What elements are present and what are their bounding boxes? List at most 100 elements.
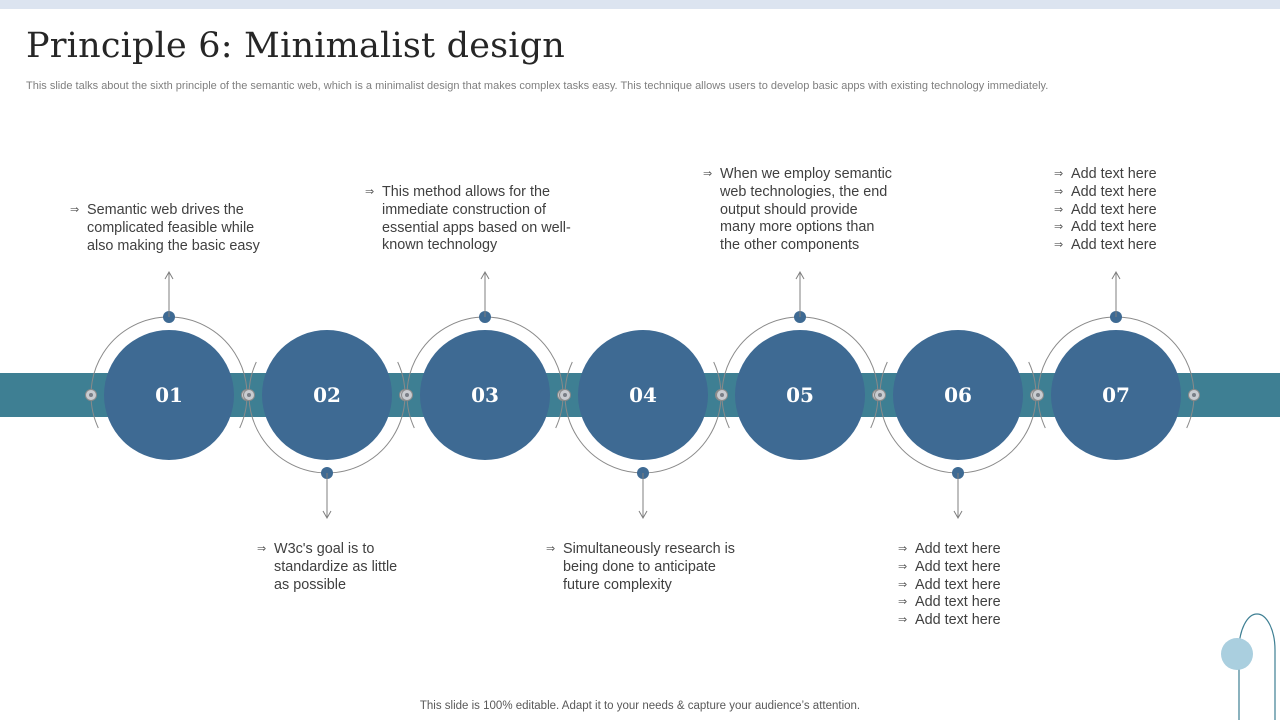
step-number: 05 xyxy=(786,383,814,407)
top-accent-strip xyxy=(0,0,1280,9)
note-text: Add text here xyxy=(1071,166,1157,182)
ring-dot-core xyxy=(878,393,882,397)
connector-arrowhead xyxy=(638,510,648,520)
note-bullet-item: ⇒ Add text here xyxy=(898,559,1001,577)
slide-subtitle: This slide talks about the sixth princip… xyxy=(26,80,1049,92)
ring-dot-core xyxy=(563,393,567,397)
ring-dot-core xyxy=(247,393,251,397)
corner-decoration xyxy=(1221,613,1276,720)
connector-arrowhead xyxy=(953,510,963,520)
note-line: complicated feasible while xyxy=(87,219,255,236)
step-06-note: ⇒ Add text here ⇒ Add text here ⇒ Add text he… xyxy=(898,541,1001,630)
note-bullet-item: ⇒ Add text here xyxy=(1054,166,1157,184)
connector-arrowhead xyxy=(795,270,805,280)
step-number: 01 xyxy=(155,383,183,407)
step-circle xyxy=(420,330,550,460)
note-text: Add text here xyxy=(915,541,1001,557)
step-number: 04 xyxy=(629,383,657,407)
step-circle xyxy=(104,330,234,460)
note-line: W3c's goal is to xyxy=(274,541,375,557)
note-bullet-item: ⇒ Add text here xyxy=(1054,219,1157,237)
note-paragraph: ⇒ When we employ semantic web technologies… xyxy=(703,166,892,255)
note-text: Add text here xyxy=(915,576,1001,593)
note-line: future complexity xyxy=(563,576,672,593)
step-06: 06 xyxy=(874,330,1042,520)
step-number: 07 xyxy=(1102,383,1130,407)
note-line: essential apps based on well- xyxy=(382,219,571,236)
connector-arrowhead xyxy=(322,510,332,520)
note-paragraph: ⇒ This method allows for the immediate con… xyxy=(365,184,571,255)
note-bullet-item: ⇒ Add text here xyxy=(898,541,1001,559)
ring-dot-core xyxy=(405,393,409,397)
double-arrow-right-icon: ⇒ xyxy=(1054,239,1064,252)
double-arrow-right-icon: ⇒ xyxy=(1054,168,1064,180)
note-line: the other components xyxy=(720,237,860,254)
double-arrow-right-icon: ⇒ xyxy=(898,596,908,609)
connector-arrowhead xyxy=(480,270,490,280)
double-arrow-right-icon: ⇒ xyxy=(898,543,908,555)
double-arrow-right-icon: ⇒ xyxy=(898,578,908,591)
note-bullet-item: ⇒ Add text here xyxy=(898,594,1001,612)
note-line: many more options than xyxy=(720,219,875,236)
step-number: 02 xyxy=(313,383,341,407)
note-bullet-item: ⇒ Add text here xyxy=(1054,184,1157,202)
step-03: 03 xyxy=(401,270,569,460)
step-number: 06 xyxy=(944,383,972,407)
note-line: Simultaneously research is xyxy=(563,541,735,557)
step-circle xyxy=(578,330,708,460)
step-04-note: ⇒ Simultaneously research is being done to… xyxy=(546,541,735,594)
steps-layer: 01 02 03 04 05 06 07 xyxy=(85,270,1200,520)
connector-arrowhead xyxy=(164,270,174,280)
note-line: as possible xyxy=(274,576,346,593)
connector-arrowhead xyxy=(1111,270,1121,280)
step-02: 02 xyxy=(243,330,411,520)
note-line: immediate construction of xyxy=(382,201,546,218)
corner-arc xyxy=(1238,613,1276,720)
double-arrow-right-icon: ⇒ xyxy=(70,204,80,216)
note-line: standardize as little xyxy=(274,558,398,575)
note-bullet-item: ⇒ Add text here xyxy=(898,612,1001,630)
note-text: Add text here xyxy=(1071,183,1157,200)
note-text: Add text here xyxy=(1071,237,1157,254)
note-line: Semantic web drives the xyxy=(87,202,244,218)
double-arrow-right-icon: ⇒ xyxy=(546,543,556,555)
ring-dot-core xyxy=(89,393,93,397)
step-07-note: ⇒ Add text here ⇒ Add text here ⇒ Add text he… xyxy=(1054,166,1157,255)
note-paragraph: ⇒ Semantic web drives the complicated feas… xyxy=(70,202,260,255)
step-number: 03 xyxy=(471,383,499,407)
step-01: 01 xyxy=(85,270,253,460)
note-line: known technology xyxy=(382,237,498,254)
note-text: Add text here xyxy=(1071,219,1157,236)
ring-dot-core xyxy=(1036,393,1040,397)
note-line: output should provide xyxy=(720,201,858,218)
double-arrow-right-icon: ⇒ xyxy=(1054,203,1064,216)
note-text: Add text here xyxy=(915,558,1001,575)
note-bullet-item: ⇒ Add text here xyxy=(1054,202,1157,220)
slide-title: Principle 6: Minimalist design xyxy=(26,26,566,66)
double-arrow-right-icon: ⇒ xyxy=(898,560,908,573)
step-04: 04 xyxy=(559,330,727,520)
step-07: 07 xyxy=(1032,270,1200,460)
slide-footer: This slide is 100% editable. Adapt it to… xyxy=(419,700,861,712)
step-05-note: ⇒ When we employ semantic web technologies… xyxy=(703,166,892,255)
step-01-note: ⇒ Semantic web drives the complicated feas… xyxy=(70,202,260,255)
double-arrow-right-icon: ⇒ xyxy=(365,186,375,198)
double-arrow-right-icon: ⇒ xyxy=(1054,221,1064,234)
step-circle xyxy=(1051,330,1181,460)
corner-circle xyxy=(1221,638,1253,670)
step-03-note: ⇒ This method allows for the immediate con… xyxy=(365,184,571,255)
note-text: Add text here xyxy=(915,594,1001,611)
note-line: This method allows for the xyxy=(382,184,550,200)
note-line: When we employ semantic xyxy=(720,166,892,182)
ring-dot-core xyxy=(1192,393,1196,397)
step-05: 05 xyxy=(716,270,884,460)
double-arrow-right-icon: ⇒ xyxy=(898,614,908,627)
step-circle xyxy=(262,330,392,460)
double-arrow-right-icon: ⇒ xyxy=(1054,185,1064,198)
step-02-note: ⇒ W3c's goal is to standardize as little as… xyxy=(257,541,397,594)
step-circle xyxy=(893,330,1023,460)
double-arrow-right-icon: ⇒ xyxy=(703,168,713,180)
step-circle xyxy=(735,330,865,460)
note-line: being done to anticipate xyxy=(563,558,716,575)
